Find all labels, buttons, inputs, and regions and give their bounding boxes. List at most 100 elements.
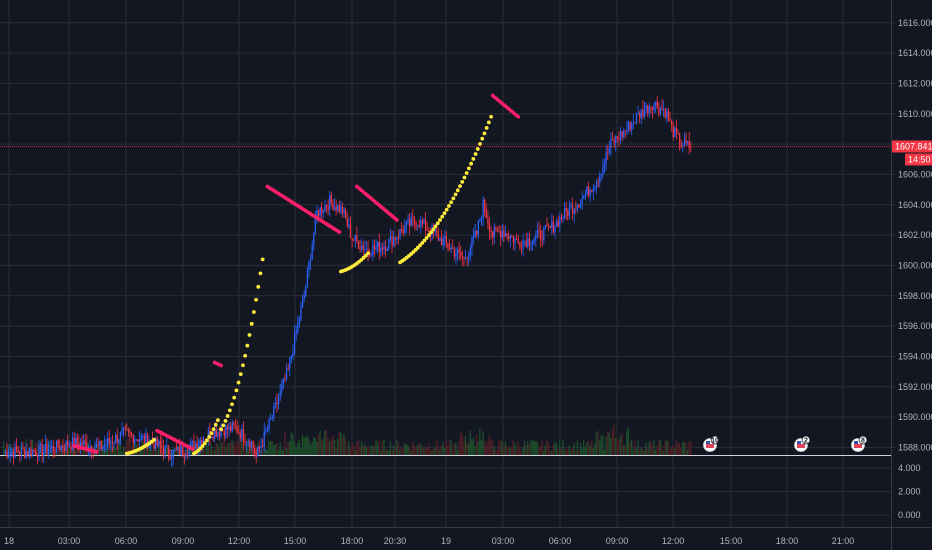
volume-bar xyxy=(499,440,502,455)
candle-body xyxy=(306,269,309,287)
y-tick-label: 1616.000 xyxy=(898,18,932,28)
volume-bar xyxy=(472,437,475,455)
sar-dot xyxy=(460,179,465,184)
candle-body xyxy=(538,230,540,231)
candle-body xyxy=(39,444,42,445)
sar-dot xyxy=(251,310,256,314)
candle-body xyxy=(84,440,86,443)
volume-bar xyxy=(667,441,670,455)
candle-body xyxy=(274,402,277,407)
candle-body xyxy=(552,221,555,233)
volume-bar xyxy=(368,448,371,455)
volume-bar xyxy=(429,449,431,455)
y-tick-label: 1594.000 xyxy=(898,351,932,361)
us-flag-icon[interactable]: 8 xyxy=(851,435,868,452)
indicator-axis[interactable]: 4.000 2.000 0.000 xyxy=(898,463,921,520)
x-tick-label: 18:00 xyxy=(776,536,799,546)
volume-bar xyxy=(405,444,408,455)
candle-body xyxy=(135,439,138,441)
x-tick-label: 03:00 xyxy=(492,536,515,546)
volume-bar xyxy=(373,445,376,455)
sar-dot xyxy=(230,402,234,407)
volume-bar xyxy=(458,440,460,455)
candle-body xyxy=(301,299,304,308)
sar-dot xyxy=(94,450,99,454)
sar-dot xyxy=(215,418,220,423)
candle-body xyxy=(353,240,355,242)
volume-bar xyxy=(621,432,623,455)
candle-body xyxy=(413,218,416,223)
volume-bar xyxy=(503,446,505,455)
candle-body xyxy=(185,455,187,457)
sar-dot xyxy=(433,224,438,229)
volume-bar xyxy=(629,442,631,455)
economic-event-badges[interactable]: 10 2 8 xyxy=(703,435,868,452)
sar-dot xyxy=(256,284,261,289)
candle-body xyxy=(6,451,8,458)
candle-body xyxy=(405,221,408,227)
candle-body xyxy=(555,220,558,227)
candle-body xyxy=(421,220,424,224)
sar-dot xyxy=(431,227,436,232)
sar-dot xyxy=(258,271,263,276)
volume-bar xyxy=(404,443,406,455)
candle-body xyxy=(31,450,34,456)
volume-bar xyxy=(202,443,205,455)
volume-bar xyxy=(578,450,580,455)
candle-body xyxy=(263,431,265,446)
price-axis[interactable]: 1588.000 1590.000 1592.000 1594.000 1596.000… xyxy=(891,18,932,453)
candle-body xyxy=(285,368,288,379)
candle-body xyxy=(594,186,596,189)
us-flag-icon[interactable]: 10 xyxy=(703,435,720,452)
candle-body xyxy=(388,239,390,250)
volume-bar xyxy=(501,441,503,455)
candle-body xyxy=(647,104,649,114)
volume-bar xyxy=(314,437,316,455)
volume-bar xyxy=(469,430,471,455)
candle-body xyxy=(159,440,162,446)
candle-body xyxy=(434,230,436,232)
time-axis[interactable]: 18 03:00 06:00 09:00 12:00 15:00 18:00 20:30 19 0… xyxy=(4,536,854,546)
candle-body xyxy=(605,152,607,164)
y-tick-label: 1590.000 xyxy=(898,412,932,422)
us-flag-icon[interactable]: 2 xyxy=(794,435,811,452)
candle-body xyxy=(663,109,665,110)
candle-body xyxy=(20,447,23,455)
volume-bar xyxy=(594,443,596,455)
price-candles[interactable] xyxy=(4,95,692,467)
candle-body xyxy=(683,139,686,147)
candle-body xyxy=(172,450,174,459)
candle-body xyxy=(501,231,503,238)
sar-dot xyxy=(337,230,342,234)
candle-body xyxy=(234,425,237,426)
sar-dot xyxy=(209,431,214,436)
volume-bar xyxy=(330,438,332,455)
volume-bar xyxy=(670,448,673,455)
volume-bar xyxy=(384,448,387,455)
volume-bar xyxy=(566,449,569,455)
volume-bar xyxy=(418,442,420,455)
volume-bar xyxy=(336,438,339,455)
candle-body xyxy=(300,307,302,320)
candle-body xyxy=(506,233,508,237)
volume-bar xyxy=(282,449,284,455)
candle-body xyxy=(143,435,146,443)
candle-body xyxy=(627,122,630,130)
volume-bar xyxy=(451,449,454,455)
volume-bar xyxy=(635,448,638,455)
volume-bar xyxy=(279,442,281,455)
candle-body xyxy=(460,251,462,257)
x-tick-label: 06:00 xyxy=(115,536,138,546)
candle-body xyxy=(178,446,181,455)
candle-body xyxy=(121,429,123,432)
volume-bar xyxy=(319,430,321,455)
badge-count-bubble xyxy=(710,435,720,445)
volume-bar xyxy=(375,439,377,455)
candle-body xyxy=(127,429,130,432)
x-tick-label: 09:00 xyxy=(606,536,629,546)
volume-bar xyxy=(68,447,70,455)
volume-bar xyxy=(268,440,270,455)
sar-dot xyxy=(219,427,223,432)
volume-bar xyxy=(325,429,328,455)
